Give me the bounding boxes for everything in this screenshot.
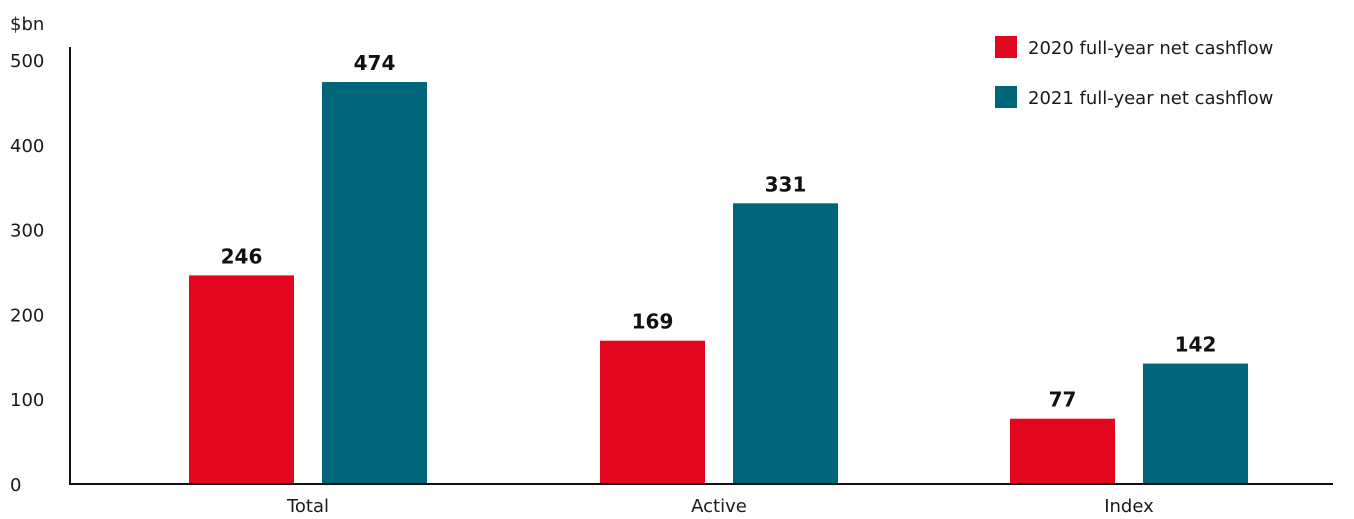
bar bbox=[322, 82, 427, 484]
bar-value-label: 77 bbox=[1049, 388, 1077, 412]
bar bbox=[1143, 363, 1248, 484]
bar bbox=[733, 203, 838, 484]
bar-value-label: 246 bbox=[221, 244, 263, 268]
legend-swatch bbox=[995, 36, 1017, 58]
legend-label: 2021 full-year net cashflow bbox=[1028, 88, 1273, 109]
bar-value-label: 142 bbox=[1175, 333, 1217, 357]
x-axis-labels: Total Active Index bbox=[286, 496, 1154, 517]
data-labels: 246 474 169 331 77 142 bbox=[221, 51, 1217, 412]
bar bbox=[600, 340, 705, 484]
bars bbox=[189, 82, 1248, 484]
y-tick-label: 200 bbox=[10, 305, 44, 326]
y-tick-label: 0 bbox=[10, 475, 21, 496]
y-tick-label: 400 bbox=[10, 136, 44, 157]
bar bbox=[1010, 418, 1115, 484]
x-category-label: Total bbox=[286, 496, 329, 517]
y-tick-label: 300 bbox=[10, 221, 44, 242]
x-category-label: Active bbox=[691, 496, 747, 517]
x-category-label: Index bbox=[1104, 496, 1154, 517]
bar-value-label: 331 bbox=[765, 172, 807, 196]
legend-label: 2020 full-year net cashflow bbox=[1028, 38, 1273, 59]
legend: 2020 full-year net cashflow 2021 full-yea… bbox=[995, 36, 1273, 109]
y-axis-unit-label: $bn bbox=[10, 14, 44, 35]
legend-swatch bbox=[995, 86, 1017, 108]
bar-value-label: 474 bbox=[354, 51, 396, 75]
bar-value-label: 169 bbox=[632, 310, 674, 334]
bar bbox=[189, 275, 294, 484]
y-tick-label: 100 bbox=[10, 390, 44, 411]
y-tick-label: 500 bbox=[10, 51, 44, 72]
y-axis-ticks: 0 100 200 300 400 500 bbox=[10, 51, 44, 496]
